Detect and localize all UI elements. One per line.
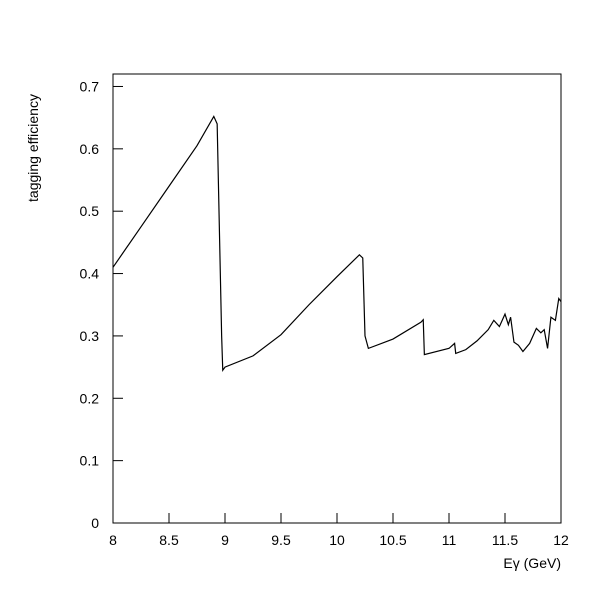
x-axis-label: Eγ (GeV)	[503, 555, 561, 571]
y-tick-label: 0	[91, 515, 99, 531]
y-tick-label: 0.7	[80, 78, 100, 94]
x-tick-label: 10.5	[379, 532, 406, 548]
y-axis-label: tagging efficiency	[25, 94, 41, 202]
y-tick-label: 0.2	[80, 390, 100, 406]
x-tick-label: 11	[442, 532, 457, 548]
y-tick-label: 0.3	[80, 328, 100, 344]
x-tick-label: 8.5	[159, 532, 179, 548]
y-tick-label: 0.5	[80, 203, 100, 219]
y-tick-label: 0.4	[80, 266, 100, 282]
plot-frame	[112, 73, 562, 524]
x-tick-label: 8	[109, 532, 117, 548]
y-tick-label: 0.1	[80, 453, 100, 469]
line	[112, 115, 562, 372]
x-tick-label: 11.5	[492, 532, 518, 548]
x-tick-label: 10	[329, 532, 345, 548]
x-tick-label: 9.5	[271, 532, 291, 548]
x-tick-label: 9	[221, 532, 229, 548]
y-tick-label: 0.6	[80, 141, 100, 157]
x-tick-label: 12	[553, 532, 569, 548]
